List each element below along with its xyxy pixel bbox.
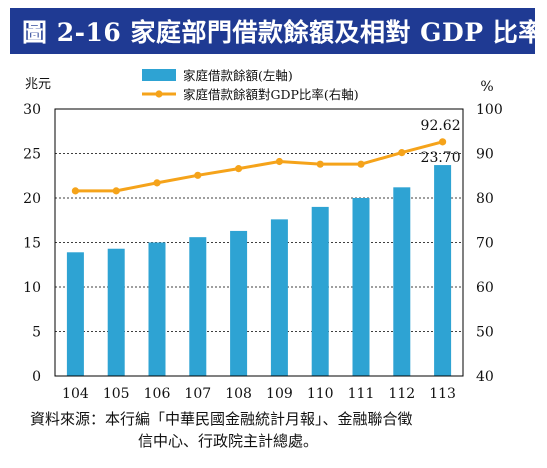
ratio-point-108 — [235, 165, 243, 173]
annotation-ratio-latest: 92.62 — [421, 118, 461, 134]
x-tick-label: 104 — [62, 386, 89, 402]
bar-105 — [107, 248, 125, 376]
x-tick-label: 105 — [103, 386, 130, 402]
bar-113 — [434, 165, 452, 376]
bar-111 — [352, 198, 370, 376]
bar-107 — [189, 237, 207, 376]
y-right-tick-label: 40 — [476, 369, 494, 385]
x-tick-label: 111 — [348, 386, 375, 402]
y-right-tick-label: 80 — [476, 191, 494, 207]
bar-109 — [270, 219, 288, 376]
y-left-tick-label: 5 — [32, 325, 41, 341]
ratio-point-104 — [71, 187, 79, 195]
x-tick-label: 112 — [388, 386, 415, 402]
y-left-tick-label: 30 — [23, 102, 41, 118]
x-tick-label: 113 — [429, 386, 456, 402]
legend-bar-swatch — [142, 69, 176, 81]
x-tick-label: 109 — [266, 386, 293, 402]
y-right-unit-label: % — [480, 79, 493, 95]
x-tick-label: 108 — [225, 386, 252, 402]
y-left-tick-label: 25 — [23, 147, 41, 163]
bar-110 — [311, 206, 329, 376]
source-note: 資料來源：本行編「中華民國金融統計月報」、金融聯合徵 信中心、行政院主計總處。 — [30, 408, 530, 452]
source-line-1: 資料來源：本行編「中華民國金融統計月報」、金融聯合徵 — [30, 410, 413, 428]
y-left-tick-label: 10 — [23, 280, 41, 296]
plot-frame — [54, 108, 464, 377]
ratio-point-113 — [439, 138, 447, 146]
bar-108 — [230, 230, 248, 376]
ratio-point-106 — [153, 179, 161, 187]
y-left-tick-label: 0 — [32, 369, 41, 385]
legend-bar-label: 家庭借款餘額(左軸) — [183, 68, 293, 83]
legend-line-marker — [155, 90, 163, 98]
title-bar: 圖 2-16 家庭部門借款餘額及相對 GDP 比率 — [10, 8, 543, 54]
ratio-line — [75, 140, 443, 193]
y-right-tick-label: 90 — [476, 147, 494, 163]
source-line-2: 信中心、行政院主計總處。 — [138, 432, 319, 450]
bar-112 — [393, 187, 411, 376]
y-right-tick-label: 70 — [476, 236, 494, 252]
ratio-point-110 — [316, 160, 324, 168]
y-left-tick-label: 15 — [23, 236, 41, 252]
annotation-balance-latest: 23.70 — [421, 150, 461, 166]
y-right-tick-label: 100 — [476, 102, 503, 118]
y-left-tick-label: 20 — [23, 191, 41, 207]
legend-line-label: 家庭借款餘額對GDP比率(右軸) — [183, 87, 359, 102]
bar-104 — [66, 252, 84, 376]
ratio-point-109 — [275, 157, 283, 166]
ratio-point-112 — [398, 149, 406, 157]
y-right-tick-label: 50 — [476, 325, 494, 341]
y-left-unit-label: 兆元 — [25, 77, 51, 92]
y-right-tick-label: 60 — [476, 280, 494, 296]
ratio-point-111 — [357, 160, 365, 168]
x-tick-label: 107 — [184, 386, 211, 402]
bar-106 — [148, 242, 166, 376]
ratio-point-107 — [194, 171, 202, 179]
ratio-point-105 — [112, 187, 120, 195]
x-tick-label: 110 — [307, 386, 334, 402]
x-tick-label: 106 — [144, 386, 171, 402]
chart-title: 圖 2-16 家庭部門借款餘額及相對 GDP 比率 — [22, 18, 544, 47]
